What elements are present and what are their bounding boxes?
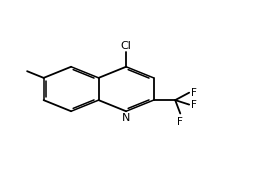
Text: N: N [122, 113, 130, 123]
Text: F: F [191, 100, 197, 110]
Text: F: F [191, 88, 197, 98]
Text: F: F [177, 117, 183, 127]
Text: Cl: Cl [121, 41, 132, 51]
